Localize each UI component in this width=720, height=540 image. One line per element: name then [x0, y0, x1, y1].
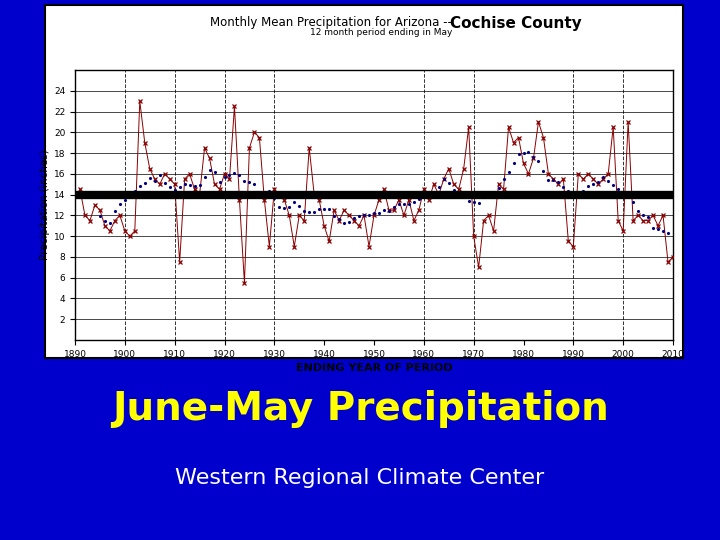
Text: 12 month period ending in May: 12 month period ending in May — [310, 28, 452, 37]
Text: Monthly Mean Precipitation for Arizona --: Monthly Mean Precipitation for Arizona -… — [210, 16, 452, 29]
Text: June-May Precipitation: June-May Precipitation — [112, 390, 608, 428]
Text: Western Regional Climate Center: Western Regional Climate Center — [176, 468, 544, 488]
Text: Cochise County: Cochise County — [450, 16, 582, 31]
Y-axis label: Precipitation (inches): Precipitation (inches) — [40, 150, 50, 260]
X-axis label: ENDING YEAR OF PERIOD: ENDING YEAR OF PERIOD — [296, 363, 452, 373]
